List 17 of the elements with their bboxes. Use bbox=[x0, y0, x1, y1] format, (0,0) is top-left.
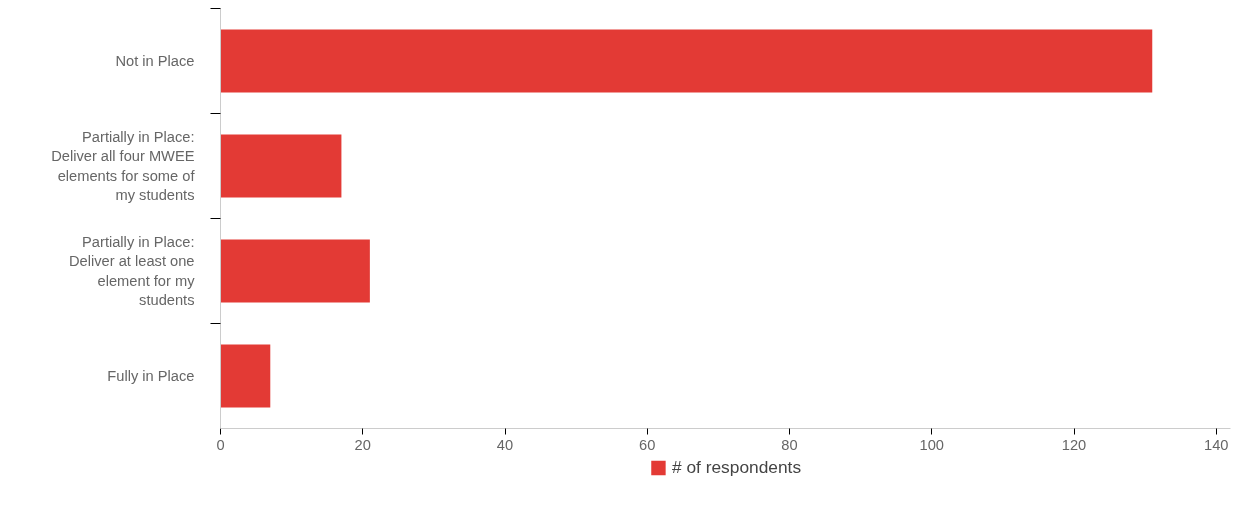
x-tick-label: 120 bbox=[1061, 436, 1087, 453]
x-tick-label: 80 bbox=[781, 436, 798, 453]
bar bbox=[220, 344, 271, 408]
x-tick-label: 20 bbox=[354, 436, 371, 453]
x-tick-label: 40 bbox=[496, 436, 514, 453]
legend-label: # of respondents bbox=[671, 456, 802, 478]
y-tick-label: Partially in Place: Deliver at least one element for my students bbox=[69, 234, 196, 308]
x-tick-label: 60 bbox=[639, 436, 656, 453]
y-tick-label: Not in Place bbox=[115, 53, 195, 69]
x-tick-label: 140 bbox=[1204, 436, 1229, 453]
y-tick-label: Fully in Place bbox=[107, 368, 195, 384]
y-tick-label: Partially in Place: Deliver all four MWEE elements for some of my students bbox=[51, 129, 196, 203]
x-tick-label: 0 bbox=[216, 436, 225, 453]
bar bbox=[220, 29, 1153, 93]
bar bbox=[220, 239, 370, 303]
bar bbox=[220, 134, 342, 198]
x-tick-label: 100 bbox=[919, 436, 945, 453]
